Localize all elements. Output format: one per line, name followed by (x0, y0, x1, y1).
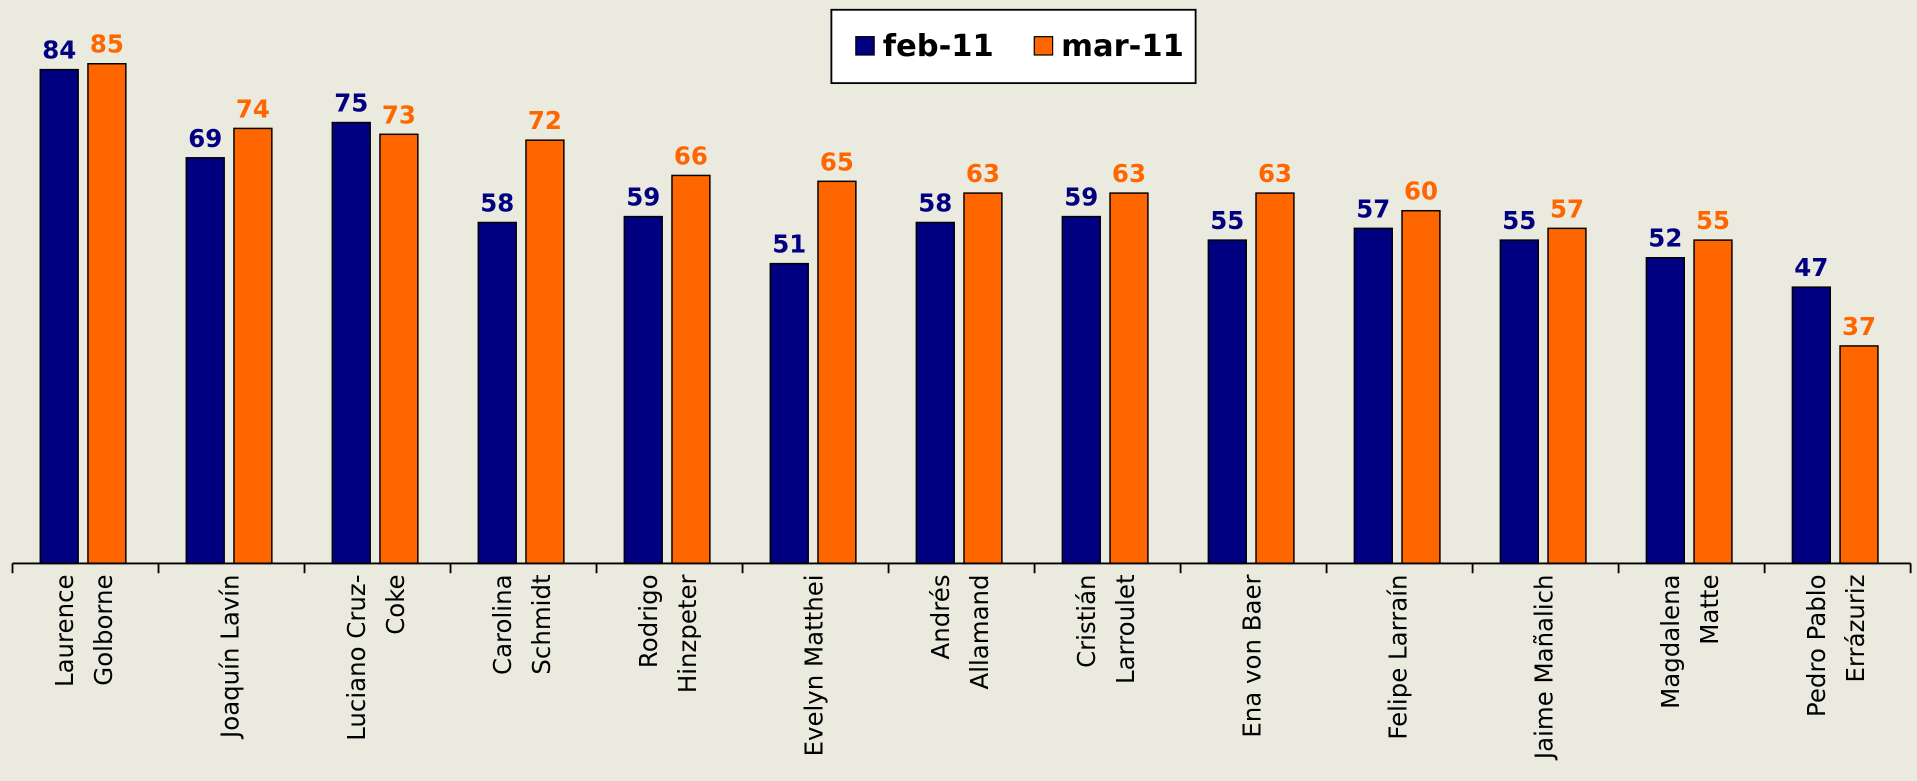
bar (331, 121, 371, 565)
value-label: 84 (42, 36, 76, 65)
category-label: Carolina (488, 574, 517, 675)
category-label: Cristián (1072, 574, 1101, 667)
category-label: Golborne (89, 574, 118, 685)
bar (1401, 209, 1441, 565)
category-label: Errázuriz (1841, 574, 1870, 682)
category-label: Magdalena (1656, 574, 1685, 708)
legend-label: mar-11 (1061, 29, 1184, 64)
category-label: Rodrigo (634, 574, 663, 668)
legend-swatch (855, 36, 875, 56)
category-label: Luciano Cruz- (342, 574, 371, 740)
bar (1207, 239, 1247, 565)
bar (1839, 345, 1879, 565)
category-label: Felipe Larraín (1384, 574, 1413, 739)
value-label: 65 (820, 147, 854, 176)
bar (1061, 215, 1101, 565)
legend: feb-11 mar-11 (830, 8, 1197, 85)
legend-box (830, 8, 1197, 85)
bar (1499, 239, 1539, 565)
bar (1693, 239, 1733, 565)
value-label: 52 (1648, 224, 1682, 253)
value-label: 75 (334, 89, 368, 118)
value-label: 51 (772, 230, 806, 259)
value-label: 59 (626, 183, 660, 212)
value-label: 55 (1502, 206, 1536, 235)
category-label: Pedro Pablo (1802, 574, 1831, 717)
category-label: Joaquín Lavín (216, 574, 245, 740)
value-label: 55 (1696, 206, 1730, 235)
value-label: 69 (188, 124, 222, 153)
value-label: 66 (674, 141, 708, 170)
value-label: 73 (382, 100, 416, 129)
category-label: Schmidt (527, 574, 556, 674)
value-label: 85 (90, 30, 124, 59)
value-label: 63 (966, 159, 1000, 188)
value-label: 63 (1112, 159, 1146, 188)
category-label: Hinzpeter (673, 574, 702, 694)
value-label: 57 (1356, 194, 1390, 223)
value-label: 57 (1550, 194, 1584, 223)
bar (1645, 257, 1685, 565)
category-label: Matte (1695, 574, 1724, 644)
bar (1109, 192, 1149, 565)
bar (39, 68, 79, 565)
bar (87, 63, 127, 565)
bar (963, 192, 1003, 565)
category-label: Andrés (926, 574, 955, 659)
legend-swatch (1033, 36, 1054, 56)
bar (185, 157, 225, 565)
bar (1547, 227, 1587, 565)
bar (1791, 286, 1832, 565)
bar (915, 221, 955, 565)
category-label: Evelyn Matthei (800, 574, 829, 756)
bar (477, 221, 517, 565)
category-label: Jaime Mañalich (1530, 574, 1559, 761)
value-label: 72 (528, 106, 562, 135)
value-label: 59 (1064, 183, 1098, 212)
bar (623, 215, 663, 565)
bar (769, 262, 809, 565)
bar (379, 133, 419, 565)
bar (525, 139, 565, 565)
value-label: 58 (918, 188, 952, 217)
bar (1255, 192, 1295, 565)
category-label: Coke (381, 574, 410, 634)
value-label: 47 (1794, 253, 1828, 282)
category-label: Larroulet (1111, 574, 1140, 684)
value-label: 63 (1258, 159, 1292, 188)
value-label: 55 (1210, 206, 1244, 235)
bar (817, 180, 857, 565)
bar (233, 127, 273, 565)
value-label: 37 (1842, 312, 1876, 341)
value-label: 74 (236, 94, 270, 123)
category-label: Laurence (50, 574, 79, 687)
legend-label: feb-11 (883, 29, 994, 64)
category-label: Ena von Baer (1238, 574, 1267, 738)
bar (1353, 227, 1393, 565)
bar (671, 174, 711, 565)
category-label: Allamand (965, 574, 994, 689)
value-label: 58 (480, 188, 514, 217)
value-label: 60 (1404, 177, 1438, 206)
